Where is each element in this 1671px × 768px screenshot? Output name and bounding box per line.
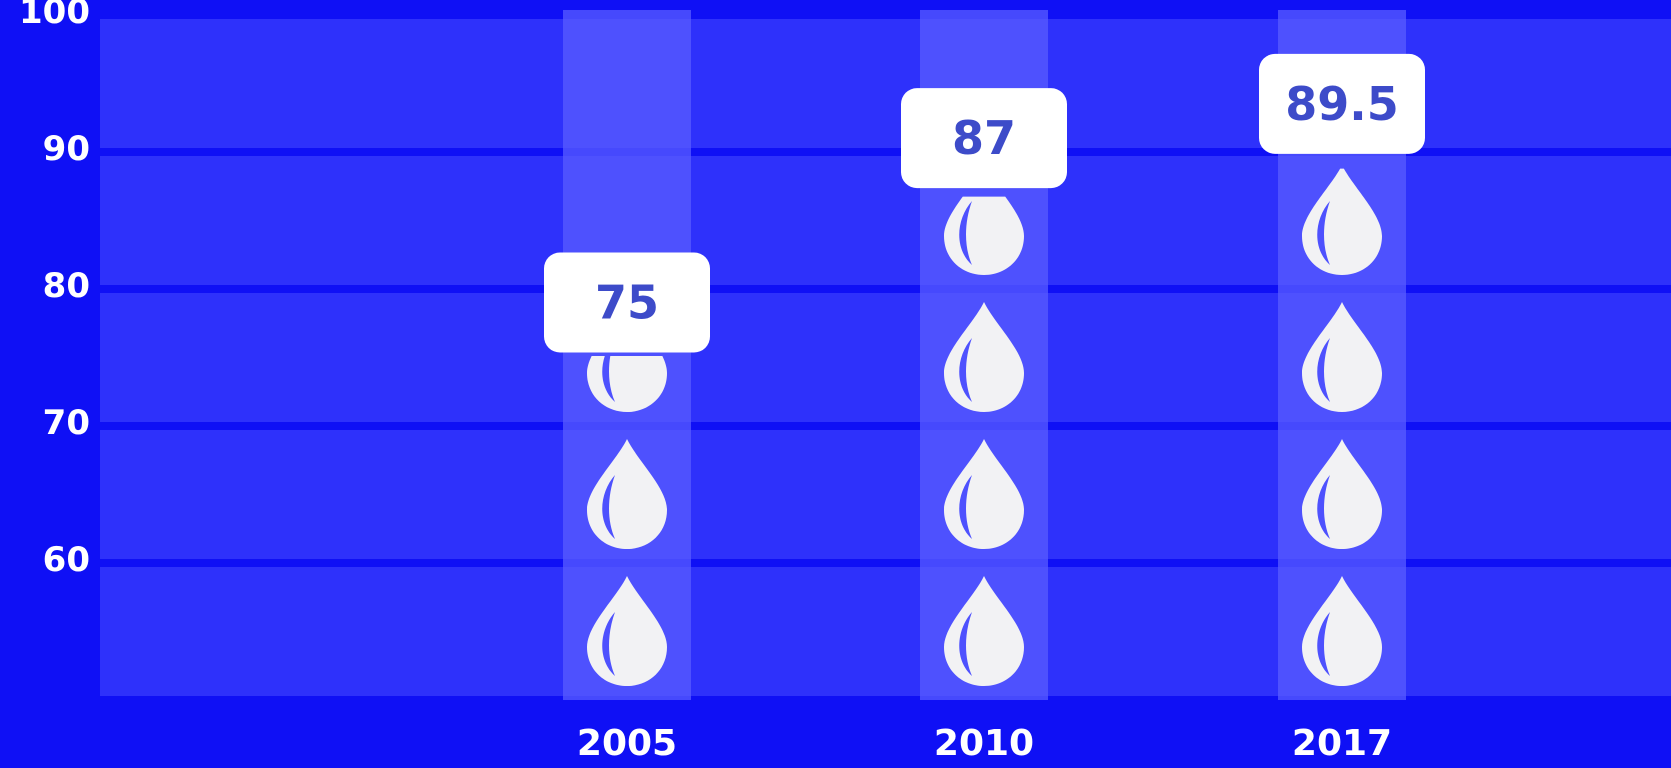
grid-band: [100, 567, 1671, 696]
y-tick-label: 100: [19, 0, 90, 32]
grid-band: [100, 19, 1671, 148]
y-axis: 60 70 80 90 100: [19, 0, 90, 580]
value-label-box: [544, 252, 710, 353]
grid-band: [100, 293, 1671, 422]
value-label-box: [901, 88, 1067, 189]
x-axis: 2005 2010 2017: [577, 723, 1392, 764]
y-tick-label: 70: [43, 403, 90, 443]
y-tick-label: 90: [43, 129, 90, 169]
value-label: 89.5: [1285, 77, 1399, 131]
y-tick-label: 80: [43, 266, 90, 306]
grid-band: [100, 430, 1671, 559]
x-tick-label: 2017: [1292, 723, 1392, 764]
x-tick-label: 2010: [934, 723, 1034, 764]
value-label: 75: [595, 276, 659, 330]
value-labels: 75 87 89.5: [544, 53, 1425, 353]
value-label-box: [1259, 53, 1425, 154]
value-label: 87: [952, 111, 1016, 165]
grid-bands: [100, 19, 1671, 696]
x-tick-label: 2005: [577, 723, 677, 764]
y-tick-label: 60: [43, 540, 90, 580]
grid-band: [100, 156, 1671, 285]
